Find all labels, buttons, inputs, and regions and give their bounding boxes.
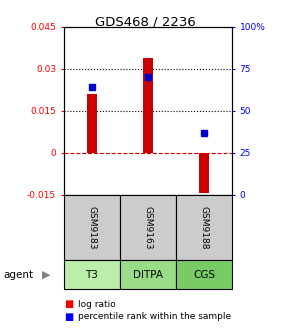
Text: DITPA: DITPA: [133, 270, 163, 280]
Text: GDS468 / 2236: GDS468 / 2236: [95, 15, 195, 28]
Text: ▶: ▶: [42, 270, 51, 280]
Text: ■: ■: [64, 312, 73, 322]
Text: agent: agent: [3, 270, 33, 280]
Text: ■: ■: [64, 299, 73, 309]
Text: T3: T3: [85, 270, 98, 280]
Text: GSM9183: GSM9183: [87, 206, 96, 249]
Text: percentile rank within the sample: percentile rank within the sample: [78, 312, 231, 321]
Text: log ratio: log ratio: [78, 300, 116, 308]
Bar: [143, 58, 153, 153]
Text: CGS: CGS: [193, 270, 215, 280]
Bar: [87, 94, 97, 153]
Bar: [199, 153, 209, 194]
Text: GSM9188: GSM9188: [200, 206, 209, 249]
Text: GSM9163: GSM9163: [143, 206, 153, 249]
